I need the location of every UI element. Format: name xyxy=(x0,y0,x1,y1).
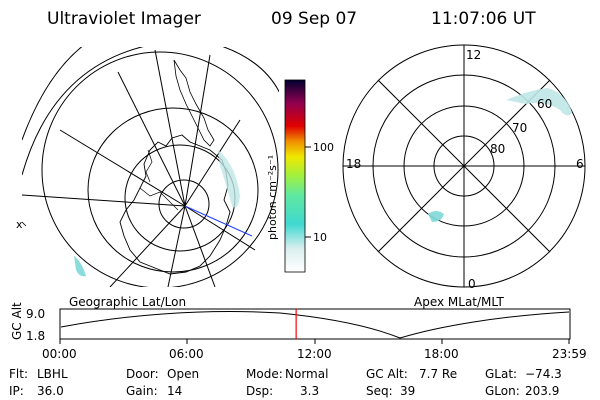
coastline xyxy=(139,187,179,211)
xtick-0600: 06:00 xyxy=(169,347,204,361)
meridian xyxy=(154,49,186,207)
seq-value: 39 xyxy=(400,384,416,398)
ip-value: 36.0 xyxy=(37,384,64,398)
polar-diagonal xyxy=(377,79,551,253)
altitude-curve xyxy=(60,310,570,339)
meridian xyxy=(184,119,241,207)
coastline xyxy=(173,59,215,147)
seq-label: Seq: xyxy=(366,384,393,398)
gain-label: Gain: xyxy=(126,384,158,398)
geo-edge-mark: х xyxy=(16,218,23,231)
glat-value: −74.3 xyxy=(525,367,562,381)
altitude-plot-frame xyxy=(59,308,571,340)
colorbar-tick-10: 10 xyxy=(313,231,327,244)
colorbar-unit-label: photon cm⁻²s⁻¹ xyxy=(266,154,279,240)
mlt-label-0: 0 xyxy=(468,277,476,291)
glon-value: 203.9 xyxy=(525,384,560,398)
colorbar-ticks xyxy=(305,146,311,238)
xtick-0000: 00:00 xyxy=(42,347,77,361)
time-label: 11:07:06 UT xyxy=(431,9,536,29)
aurora-patch xyxy=(74,256,86,277)
apex-map-caption: Apex MLat/MLT xyxy=(414,295,504,309)
mlt-label-12: 12 xyxy=(466,48,482,62)
geo-map-caption: Geographic Lat/Lon xyxy=(69,295,187,309)
mlt-label-18: 18 xyxy=(346,157,362,171)
gcalt-label: GC Alt: xyxy=(366,367,408,381)
mode-label: Mode: xyxy=(246,367,283,381)
aurora-patch xyxy=(428,211,444,222)
ip-label: IP: xyxy=(9,384,24,398)
altitude-xticks xyxy=(59,339,570,344)
colorbar-tick-100: 100 xyxy=(313,141,334,154)
lat-label-80: 80 xyxy=(490,142,506,156)
filter-label: Flt: xyxy=(9,367,28,381)
earth-limb xyxy=(41,51,279,287)
gcalt-value: 7.7 Re xyxy=(419,367,458,381)
dsp-value: 3.3 xyxy=(300,384,320,398)
meridian xyxy=(109,205,186,287)
latitude-circle xyxy=(87,107,259,273)
latitude-circle xyxy=(124,144,236,252)
meridian xyxy=(167,205,186,287)
lat-label-70: 70 xyxy=(512,121,528,135)
gain-value: 14 xyxy=(167,384,183,398)
filter-value: LBHL xyxy=(37,367,68,381)
meridian xyxy=(184,205,256,251)
aurora-patch xyxy=(218,150,240,208)
mag-line xyxy=(184,205,253,237)
coastline xyxy=(119,134,231,275)
glon-label: GLon: xyxy=(485,384,520,398)
mode-value: Normal xyxy=(285,367,329,381)
meridian xyxy=(117,71,186,207)
apex-polar-map xyxy=(342,44,586,288)
aurora-patch xyxy=(506,88,572,116)
xtick-1800: 18:00 xyxy=(424,347,459,361)
mlt-label-6: 6 xyxy=(576,157,584,171)
meridian xyxy=(184,54,211,207)
xtick-1200: 12:00 xyxy=(297,347,332,361)
latitude-arc xyxy=(22,47,279,176)
lat-label-60: 60 xyxy=(537,97,553,111)
door-label: Door: xyxy=(126,367,159,381)
altitude-ymax: 9.0 xyxy=(26,307,46,321)
door-value: Open xyxy=(167,367,200,381)
date-label: 09 Sep 07 xyxy=(271,9,358,29)
meridian xyxy=(22,194,186,207)
altitude-ylabel: GC Alt xyxy=(10,302,24,340)
colorbar xyxy=(284,79,306,273)
meridian xyxy=(59,129,186,207)
xtick-2359: 23:59 xyxy=(552,347,587,361)
geographic-map xyxy=(22,47,279,287)
altitude-ymin: 1.8 xyxy=(26,329,46,343)
coastline xyxy=(22,221,27,227)
latitude-arc xyxy=(22,47,83,141)
meridian xyxy=(184,205,216,287)
glat-label: GLat: xyxy=(485,367,518,381)
dsp-label: Dsp: xyxy=(246,384,274,398)
coastline xyxy=(145,149,153,183)
instrument-title: Ultraviolet Imager xyxy=(47,9,201,29)
